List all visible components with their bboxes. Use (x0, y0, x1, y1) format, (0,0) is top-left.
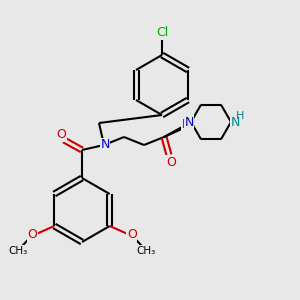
Text: Cl: Cl (156, 26, 168, 40)
Text: O: O (166, 155, 176, 169)
Text: CH₃: CH₃ (136, 246, 155, 256)
Text: N: N (100, 139, 110, 152)
Text: H: H (236, 111, 244, 121)
Text: O: O (127, 229, 137, 242)
Text: N: N (184, 116, 194, 128)
Text: O: O (56, 128, 66, 142)
Text: O: O (27, 229, 37, 242)
Text: CH₃: CH₃ (9, 246, 28, 256)
Text: N: N (181, 118, 191, 131)
Text: N: N (230, 116, 240, 128)
